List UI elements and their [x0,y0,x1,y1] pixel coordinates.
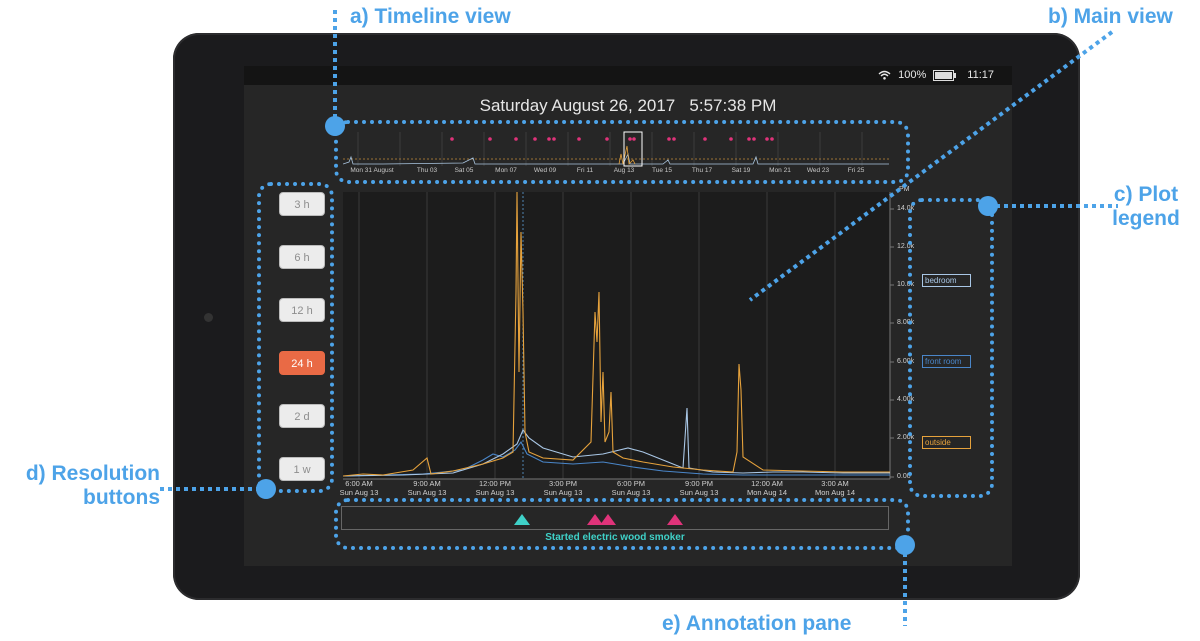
y-tick-label: 8.00k [897,319,915,326]
battery-icon [933,69,957,81]
annotation-marker[interactable] [587,514,603,525]
annotation-marker[interactable] [600,514,616,525]
resolution-12h-button[interactable]: 12 h [279,298,325,322]
callout-timeline-view: a) Timeline view [350,5,511,28]
annotation-highlight-box [334,498,910,550]
y-tick-label: 0.00 [897,473,911,480]
y-tick-label: 2.00k [897,434,915,441]
x-tick-label: 9:00 AM Sun Aug 13 [407,479,447,497]
callout-marker-annotation [895,535,915,555]
plot-canvas[interactable] [343,192,937,497]
timeline-highlight-box [334,120,910,184]
annotation-marker[interactable] [667,514,683,525]
callout-resolution-buttons: d) Resolution buttons [25,462,160,509]
resolution-6h-button[interactable]: 6 h [279,245,325,269]
callout-marker-timeline [325,116,345,136]
timeline-label: Wed 09 [533,167,557,174]
timeline-chart[interactable] [343,124,889,180]
y-tick-label: 10.0k [897,281,915,288]
resolution-24h-button[interactable]: 24 h [279,351,325,375]
y-tick-label: 4.00k [897,396,915,403]
timeline-label: Mon 21 [769,167,791,174]
callout-annotation-pane: e) Annotation pane [662,612,852,635]
resolution-highlight-box [257,182,334,493]
y-tick-label: 12.0k [897,243,915,250]
resolution-1w-button[interactable]: 1 w [279,457,325,481]
app-screen: 100% 11:17 Saturday August 26, 2017 5:57… [244,66,1012,566]
timeline-label: Wed 23 [806,167,830,174]
status-bar: 100% 11:17 [244,66,1012,85]
battery-percent: 100% [898,69,927,81]
annotation-marker[interactable] [514,514,530,525]
legend-item-bedroom[interactable]: bedroom [922,274,971,287]
x-tick-label: 12:00 PM Sun Aug 13 [475,479,515,497]
callout-plot-legend: c) Plot legend [1112,183,1180,230]
resolution-2d-button[interactable]: 2 d [279,404,325,428]
current-datetime: Saturday August 26, 2017 5:57:38 PM [479,96,777,115]
timeline-label: Sat 19 [731,167,751,174]
timeline-label: Aug 13 [613,167,635,174]
timeline-label: Fri 25 [847,167,865,174]
x-tick-label: 6:00 AM Sun Aug 13 [339,479,379,497]
annotation-pane[interactable] [341,506,889,530]
wifi-icon [878,70,891,80]
y-tick-label: 6.00k [897,358,915,365]
x-tick-label: 9:00 PM Sun Aug 13 [679,479,719,497]
timeline-label: Mon 07 [495,167,517,174]
main-plot[interactable]: PM 14.0k 12.0k 10.0k 8.00k 6.00k 4.00k 2… [339,186,937,497]
timeline-label: Fri 11 [576,167,594,174]
x-tick-label: 12:00 AM Mon Aug 14 [746,479,788,497]
timeline-label: Sat 05 [454,167,474,174]
callout-marker-resolution [256,479,276,499]
legend-highlight-box [908,198,994,498]
x-tick-label: 3:00 PM Sun Aug 13 [543,479,583,497]
y-tick-label: 14.0k [897,205,915,212]
annotation-text: Started electric wood smoker [545,532,685,543]
clock: 11:17 [967,69,994,81]
legend-item-outside[interactable]: outside [922,436,971,449]
y-unit-label: PM [899,186,910,193]
legend-item-front-room[interactable]: front room [922,355,971,368]
timeline-view[interactable]: Mon 31 August Thu 03 Sat 05 Mon 07 Wed 0… [343,124,889,180]
timeline-label: Tue 15 [652,167,672,174]
x-tick-label: 3:00 AM Mon Aug 14 [814,479,856,497]
timeline-label: Mon 31 August [350,167,394,174]
timeline-label: Thu 17 [691,167,713,174]
resolution-3h-button[interactable]: 3 h [279,192,325,216]
callout-marker-legend [978,196,998,216]
x-tick-label: 6:00 PM Sun Aug 13 [611,479,651,497]
camera-icon [204,313,213,322]
timeline-label: Thu 03 [416,167,438,174]
callout-main-view: b) Main view [1048,5,1173,28]
